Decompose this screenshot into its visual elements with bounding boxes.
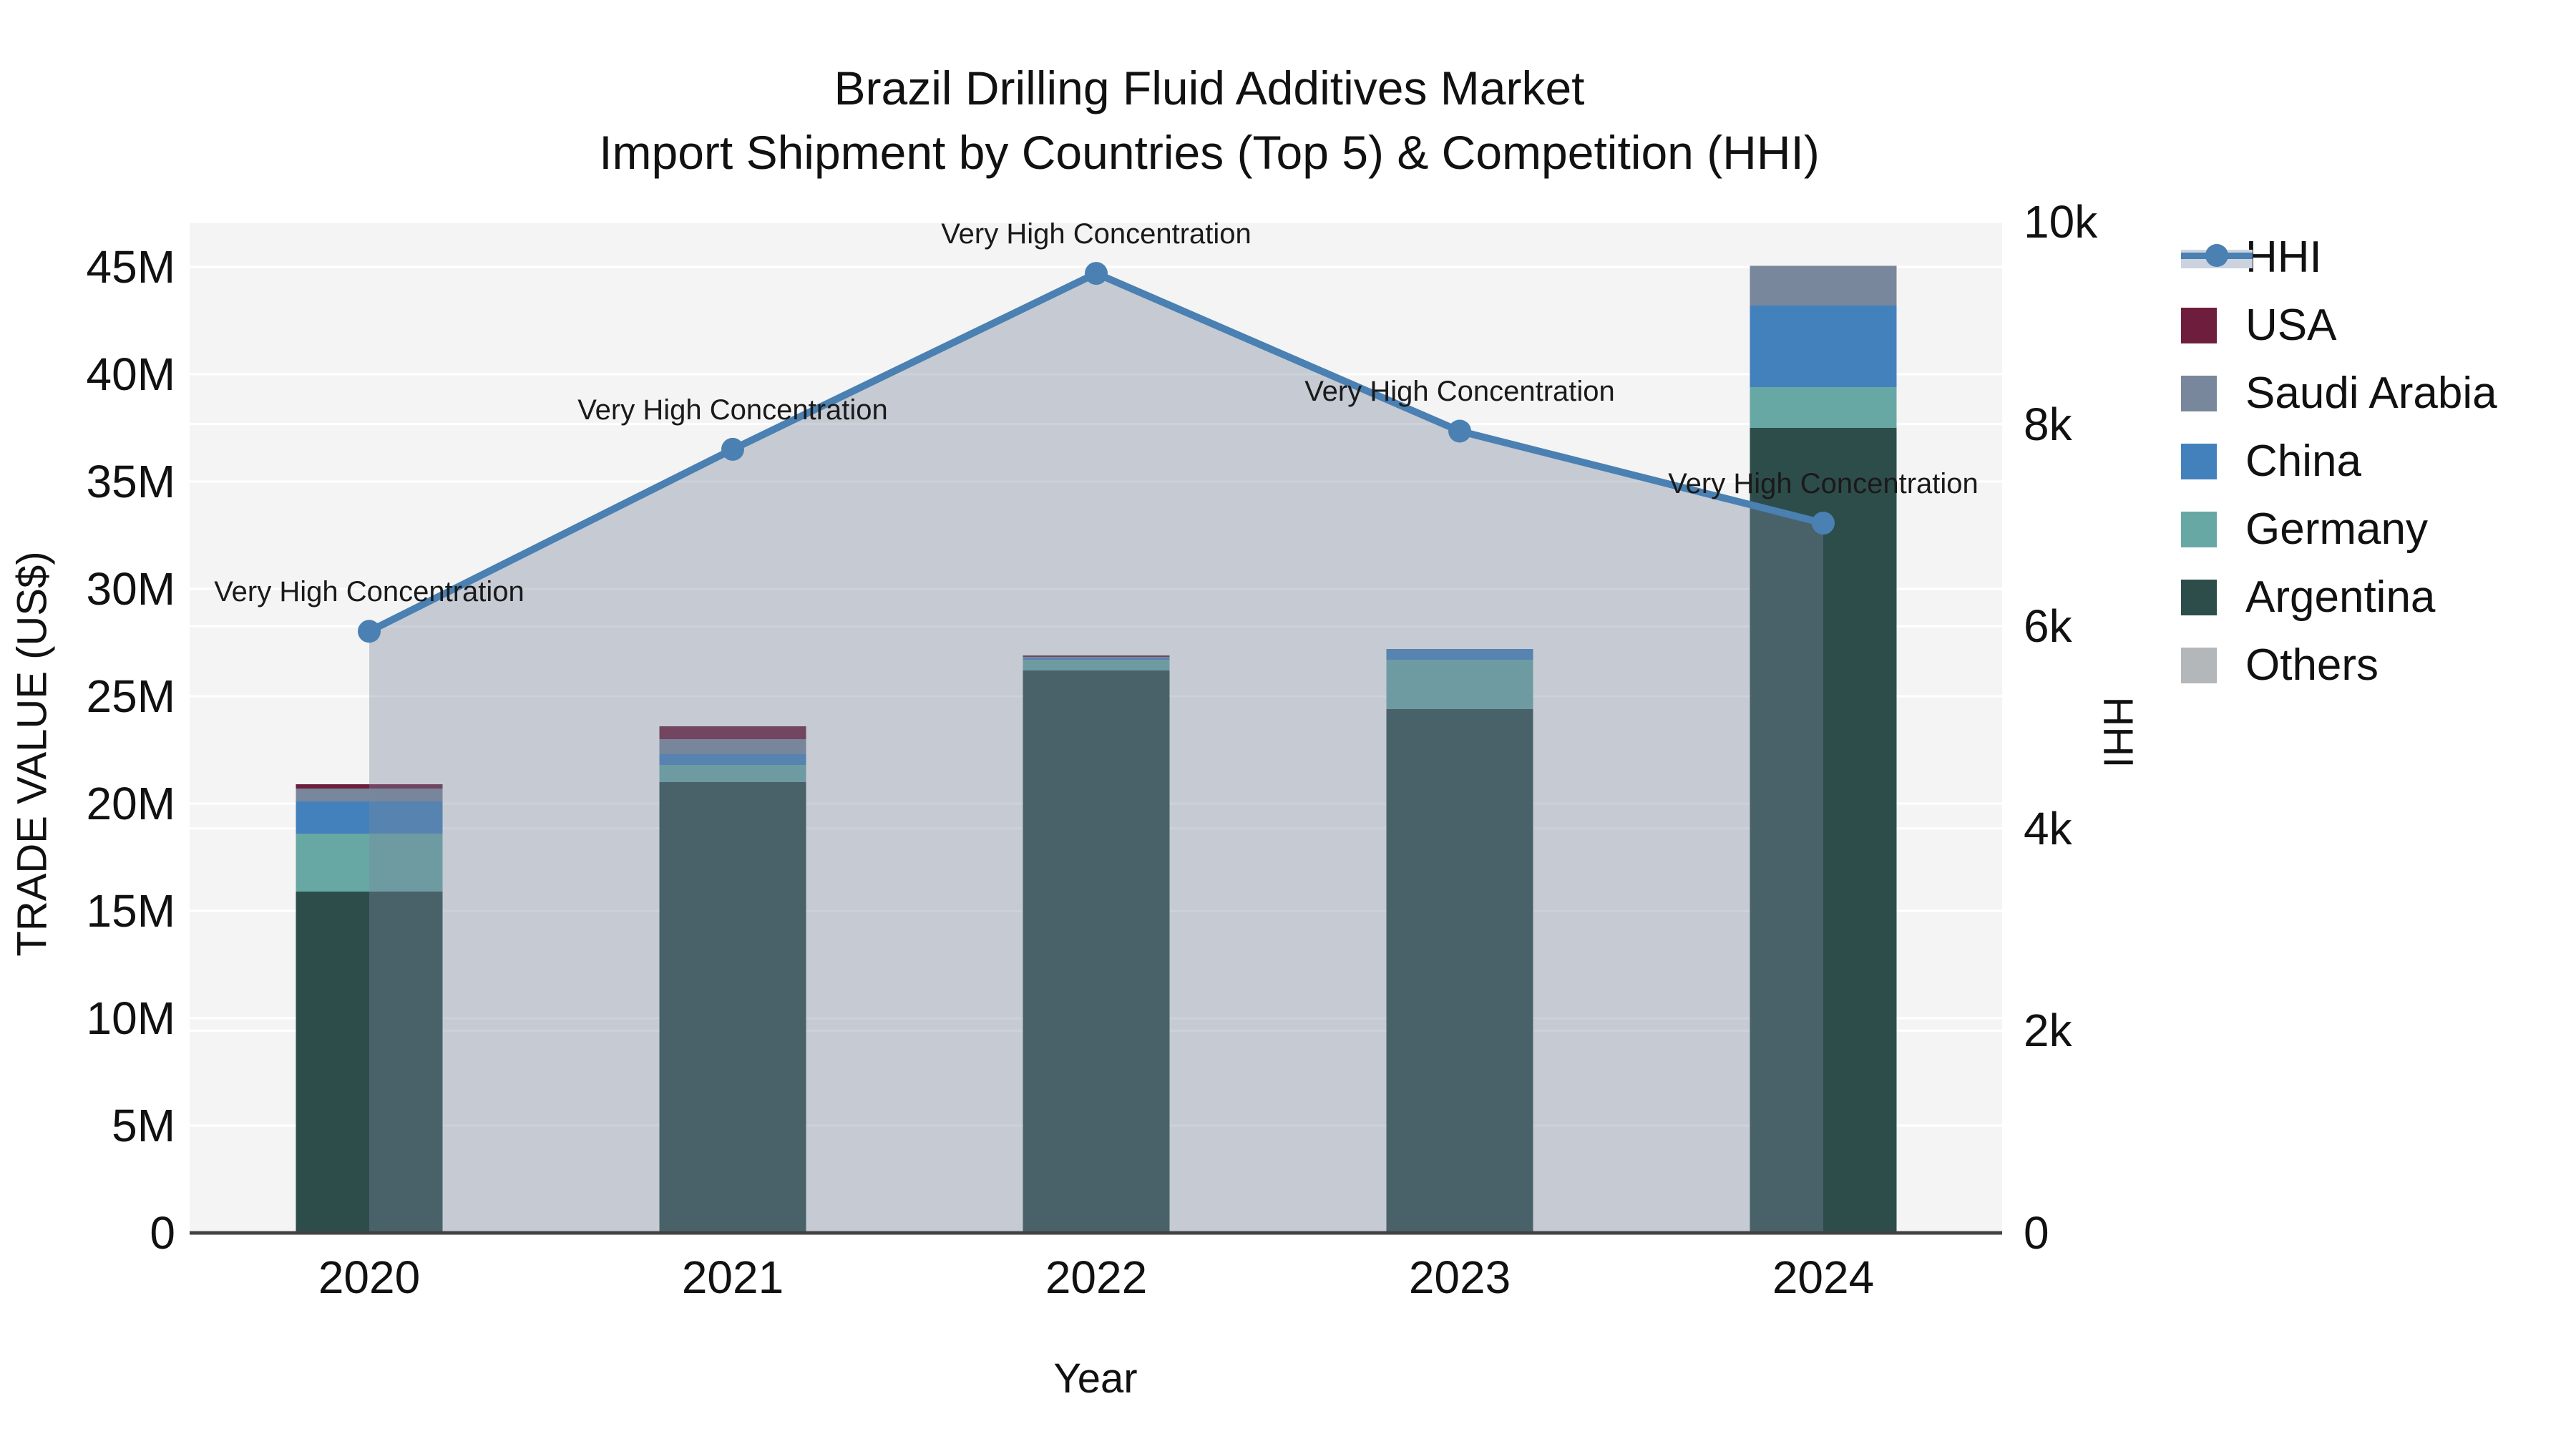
bar-segment-germany-2022	[1023, 660, 1170, 670]
annotation-2023: Very High Concentration	[1304, 376, 1615, 408]
bar-segment-china-2024	[1750, 306, 1897, 387]
legend-color-swatch	[2181, 511, 2217, 547]
bar-segment-usa-2020	[296, 784, 443, 789]
annotation-2022: Very High Concentration	[941, 218, 1252, 250]
legend-label: Argentina	[2245, 572, 2436, 622]
legend-item-china: China	[2181, 427, 2497, 495]
bar-segment-argentina-2024	[1750, 428, 1897, 1233]
x-tick-label: 2024	[1772, 1252, 1875, 1303]
legend-item-germany: Germany	[2181, 495, 2497, 563]
legend-item-usa: USA	[2181, 291, 2497, 359]
bar-segment-saudi-arabia-2022	[1023, 656, 1170, 658]
legend-label: Saudi Arabia	[2245, 369, 2497, 418]
hhi-area-fill	[369, 273, 1823, 1233]
annotation-2020: Very High Concentration	[214, 576, 525, 608]
legend-label: China	[2245, 436, 2361, 486]
y-tick-label-left: 15M	[86, 885, 176, 937]
bar-segment-argentina-2020	[296, 892, 443, 1233]
annotation-2024: Very High Concentration	[1668, 468, 1979, 500]
y-tick-label-right: 4k	[2024, 802, 2072, 854]
bar-segment-germany-2021	[659, 765, 806, 782]
x-tick-label: 2023	[1408, 1252, 1511, 1303]
y-axis-label-right: HHI	[2094, 696, 2142, 769]
bar-segment-argentina-2022	[1023, 670, 1170, 1233]
legend-label: USA	[2245, 301, 2337, 350]
bar-segment-usa-2021	[659, 726, 806, 739]
bar-segment-argentina-2021	[659, 782, 806, 1233]
legend-label: Germany	[2245, 504, 2428, 554]
y-tick-label-left: 30M	[86, 563, 176, 615]
annotation-2021: Very High Concentration	[577, 394, 888, 426]
legend-color-swatch	[2181, 647, 2217, 683]
chart-title-line-1: Brazil Drilling Fluid Additives Market	[834, 62, 1585, 114]
legend-color-swatch	[2181, 375, 2217, 411]
legend-item-hhi: HHI	[2181, 223, 2497, 291]
hhi-marker-2020	[358, 620, 381, 643]
bar-segment-china-2020	[296, 801, 443, 834]
legend-item-saudi-arabia: Saudi Arabia	[2181, 359, 2497, 427]
legend: HHI USA Saudi Arabia China Germany Argentina O…	[2181, 223, 2497, 699]
chart-title-line-2: Import Shipment by Countries (Top 5) & C…	[599, 126, 1820, 179]
bar-segment-germany-2023	[1386, 660, 1533, 709]
y-tick-label-left: 40M	[86, 348, 176, 400]
bar-segment-usa-2022	[1023, 655, 1170, 657]
y-tick-label-left: 10M	[86, 992, 176, 1044]
y-tick-label-left: 0	[150, 1207, 175, 1259]
x-tick-label: 2021	[681, 1252, 784, 1303]
hhi-marker-2024	[1812, 512, 1835, 535]
y-tick-label-left: 45M	[86, 241, 176, 293]
y-tick-label-right: 0	[2024, 1207, 2049, 1259]
x-tick-label: 2022	[1045, 1252, 1148, 1303]
y-tick-label-right: 6k	[2024, 600, 2072, 653]
legend-item-others: Others	[2181, 631, 2497, 699]
legend-label: Others	[2245, 640, 2379, 690]
bar-segment-china-2023	[1386, 649, 1533, 660]
legend-color-swatch	[2181, 307, 2217, 343]
y-tick-label-right: 2k	[2024, 1005, 2072, 1057]
bar-segment-china-2022	[1023, 658, 1170, 660]
legend-color-swatch	[2181, 579, 2217, 615]
bar-segment-saudi-arabia-2020	[296, 789, 443, 801]
hhi-marker-2022	[1085, 262, 1108, 286]
bar-segment-saudi-arabia-2024	[1750, 265, 1897, 306]
chart-title: Brazil Drilling Fluid Additives Market I…	[494, 56, 1925, 185]
legend-color-swatch	[2181, 443, 2217, 479]
bar-segment-china-2021	[659, 754, 806, 765]
y-tick-label-left: 5M	[112, 1100, 175, 1151]
hhi-line-swatch-icon	[2181, 240, 2253, 275]
hhi-marker-2023	[1448, 419, 1471, 443]
bar-segment-germany-2024	[1750, 387, 1897, 428]
y-tick-label-right: 8k	[2024, 398, 2072, 450]
bar-segment-germany-2020	[296, 834, 443, 892]
y-tick-label-left: 35M	[86, 456, 176, 507]
y-tick-label-right: 10k	[2024, 196, 2098, 248]
x-tick-label: 2020	[318, 1252, 421, 1303]
bar-segment-argentina-2023	[1386, 709, 1533, 1233]
y-tick-label-left: 25M	[86, 670, 176, 722]
hhi-marker-2021	[721, 437, 744, 461]
y-tick-label-left: 20M	[86, 778, 176, 829]
legend-label: HHI	[2245, 233, 2322, 282]
x-axis-label: Year	[1053, 1355, 1138, 1402]
legend-item-argentina: Argentina	[2181, 563, 2497, 631]
bar-segment-saudi-arabia-2021	[659, 739, 806, 754]
